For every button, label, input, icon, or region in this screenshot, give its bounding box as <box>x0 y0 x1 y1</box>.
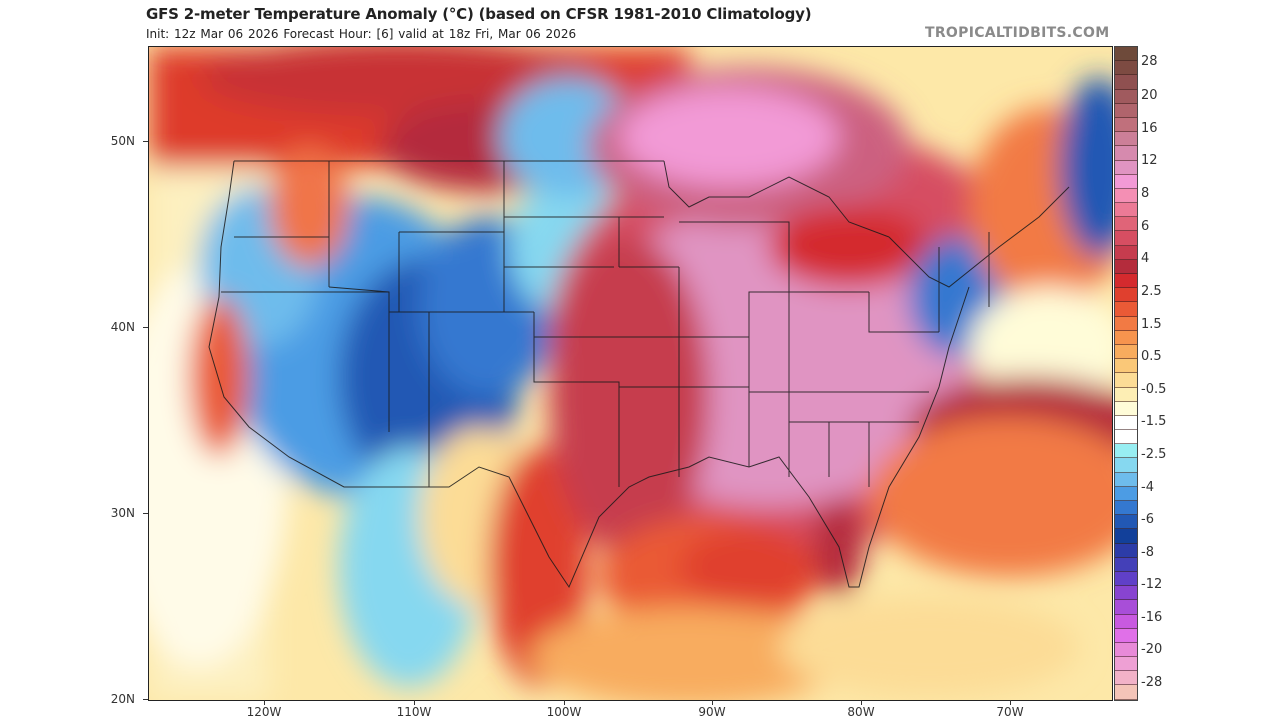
colorbar-band <box>1115 444 1137 459</box>
colorbar-label: 6 <box>1141 219 1150 234</box>
lon-tick <box>1010 700 1011 705</box>
colorbar-band <box>1115 415 1137 431</box>
colorbar-band <box>1115 401 1137 416</box>
colorbar-band <box>1115 288 1137 303</box>
colorbar-label: 4 <box>1141 251 1150 266</box>
colorbar-band <box>1115 472 1137 487</box>
colorbar-band <box>1115 174 1137 189</box>
colorbar-band <box>1115 217 1137 232</box>
colorbar-band <box>1115 642 1137 658</box>
colorbar-band <box>1115 586 1137 601</box>
colorbar-label: -16 <box>1141 610 1163 625</box>
colorbar-band <box>1115 103 1137 118</box>
colorbar-band <box>1115 316 1137 331</box>
lat-tick <box>143 141 148 142</box>
colorbar-label: -28 <box>1141 675 1163 690</box>
colorbar-band <box>1115 458 1137 473</box>
colorbar-label: -0.5 <box>1141 382 1167 397</box>
colorbar-band <box>1115 259 1137 274</box>
colorbar-band <box>1115 274 1137 289</box>
colorbar-band <box>1115 47 1137 62</box>
colorbar-label: 12 <box>1141 153 1158 168</box>
lat-label-50n: 50N <box>110 134 135 148</box>
colorbar <box>1114 46 1138 701</box>
colorbar-label: -1.5 <box>1141 414 1167 429</box>
lat-label-30n: 30N <box>110 506 135 520</box>
colorbar-label: -8 <box>1141 545 1154 560</box>
lon-tick <box>264 700 265 705</box>
colorbar-label: 20 <box>1141 88 1158 103</box>
colorbar-band <box>1115 600 1137 615</box>
colorbar-band <box>1115 188 1137 204</box>
colorbar-band <box>1115 330 1137 345</box>
colorbar-band <box>1115 430 1137 445</box>
colorbar-label: 28 <box>1141 54 1158 69</box>
colorbar-band <box>1115 302 1137 317</box>
temperature-anomaly-map <box>148 46 1113 701</box>
colorbar-band <box>1115 89 1137 104</box>
lon-label-80w: 80W <box>847 705 875 719</box>
colorbar-band <box>1115 160 1137 175</box>
colorbar-label: -2.5 <box>1141 447 1167 462</box>
map-title: GFS 2-meter Temperature Anomaly (°C) (ba… <box>146 5 812 23</box>
lon-tick <box>712 700 713 705</box>
colorbar-band <box>1115 614 1137 629</box>
colorbar-band <box>1115 359 1137 374</box>
colorbar-band <box>1115 501 1137 516</box>
colorbar-band <box>1115 75 1137 90</box>
colorbar-band <box>1115 117 1137 133</box>
colorbar-band <box>1115 231 1137 246</box>
lat-tick <box>143 699 148 700</box>
brand-watermark: TROPICALTIDBITS.COM <box>925 25 1110 41</box>
colorbar-band <box>1115 132 1137 147</box>
colorbar-label: -4 <box>1141 480 1154 495</box>
lat-label-40n: 40N <box>110 320 135 334</box>
forecast-info: Init: 12z Mar 06 2026 Forecast Hour: [6]… <box>146 27 577 41</box>
lon-tick <box>414 700 415 705</box>
colorbar-band <box>1115 61 1137 76</box>
lon-label-90w: 90W <box>698 705 726 719</box>
colorbar-label: -6 <box>1141 512 1154 527</box>
colorbar-band <box>1115 515 1137 530</box>
colorbar-band <box>1115 387 1137 402</box>
lon-tick <box>564 700 565 705</box>
lat-tick <box>143 513 148 514</box>
colorbar-band <box>1115 657 1137 672</box>
colorbar-band <box>1115 671 1137 686</box>
colorbar-band <box>1115 628 1137 643</box>
lon-label-110w: 110W <box>396 705 432 719</box>
colorbar-label: 1.5 <box>1141 317 1162 332</box>
colorbar-label: 0.5 <box>1141 349 1162 364</box>
lat-label-20n: 20N <box>110 692 135 706</box>
colorbar-band <box>1115 203 1137 218</box>
colorbar-band <box>1115 486 1137 501</box>
colorbar-label: 16 <box>1141 121 1158 136</box>
lon-label-100w: 100W <box>546 705 582 719</box>
colorbar-band <box>1115 529 1137 544</box>
lat-tick <box>143 327 148 328</box>
colorbar-label: -20 <box>1141 642 1163 657</box>
colorbar-band <box>1115 344 1137 360</box>
lon-label-120w: 120W <box>246 705 282 719</box>
colorbar-label: 2.5 <box>1141 284 1162 299</box>
lon-label-70w: 70W <box>996 705 1024 719</box>
anomaly-field <box>149 47 1112 700</box>
colorbar-band <box>1115 543 1137 558</box>
colorbar-band <box>1115 685 1137 700</box>
colorbar-label: -12 <box>1141 577 1163 592</box>
colorbar-label: 8 <box>1141 186 1150 201</box>
colorbar-band <box>1115 571 1137 587</box>
colorbar-band <box>1115 373 1137 388</box>
colorbar-band <box>1115 557 1137 572</box>
colorbar-band <box>1115 245 1137 260</box>
colorbar-band <box>1115 146 1137 161</box>
lon-tick <box>861 700 862 705</box>
